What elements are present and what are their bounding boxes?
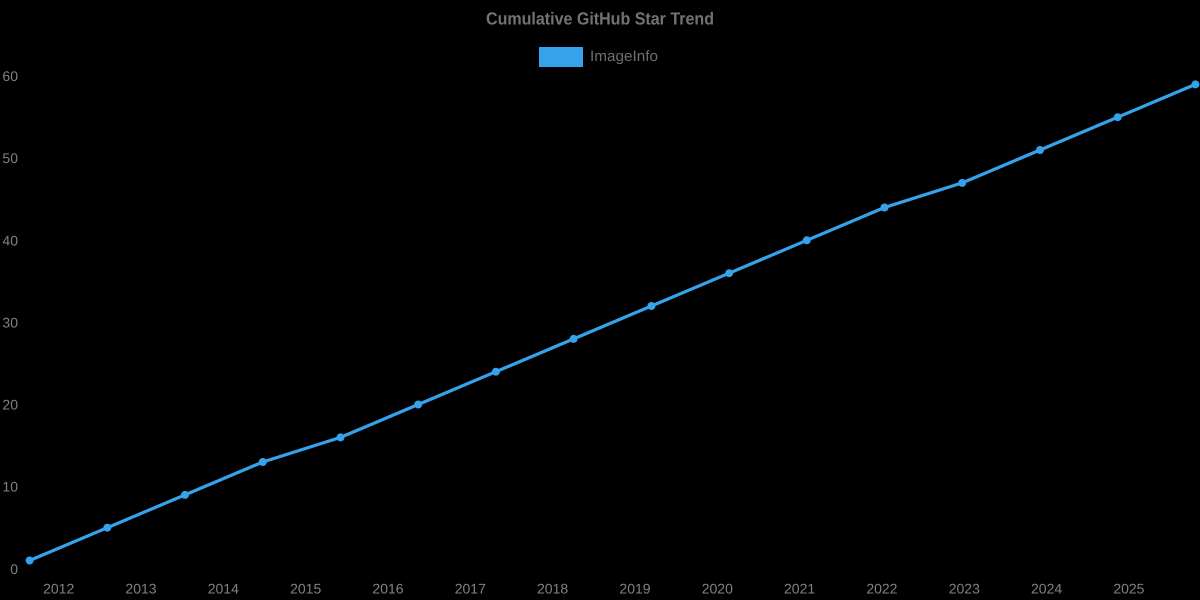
svg-text:2017: 2017 [455,581,486,597]
svg-text:2015: 2015 [290,581,321,597]
svg-text:2016: 2016 [372,581,403,597]
svg-text:2019: 2019 [619,581,650,597]
svg-text:2018: 2018 [537,581,568,597]
svg-text:2022: 2022 [866,581,897,597]
svg-text:2013: 2013 [125,581,156,597]
svg-text:2012: 2012 [43,581,74,597]
svg-text:Cumulative GitHub Star Trend: Cumulative GitHub Star Trend [486,9,714,29]
svg-text:20: 20 [2,397,18,413]
svg-text:50: 50 [2,150,18,166]
svg-text:2020: 2020 [702,581,733,597]
svg-text:ImageInfo: ImageInfo [590,48,658,65]
svg-text:2023: 2023 [949,581,980,597]
svg-text:2024: 2024 [1031,581,1062,597]
svg-text:2025: 2025 [1113,581,1144,597]
svg-text:30: 30 [2,314,18,330]
svg-text:60: 60 [2,68,18,84]
svg-text:2021: 2021 [784,581,815,597]
svg-text:0: 0 [10,561,18,577]
svg-text:2014: 2014 [208,581,239,597]
svg-text:40: 40 [2,232,18,248]
svg-text:10: 10 [2,479,18,495]
